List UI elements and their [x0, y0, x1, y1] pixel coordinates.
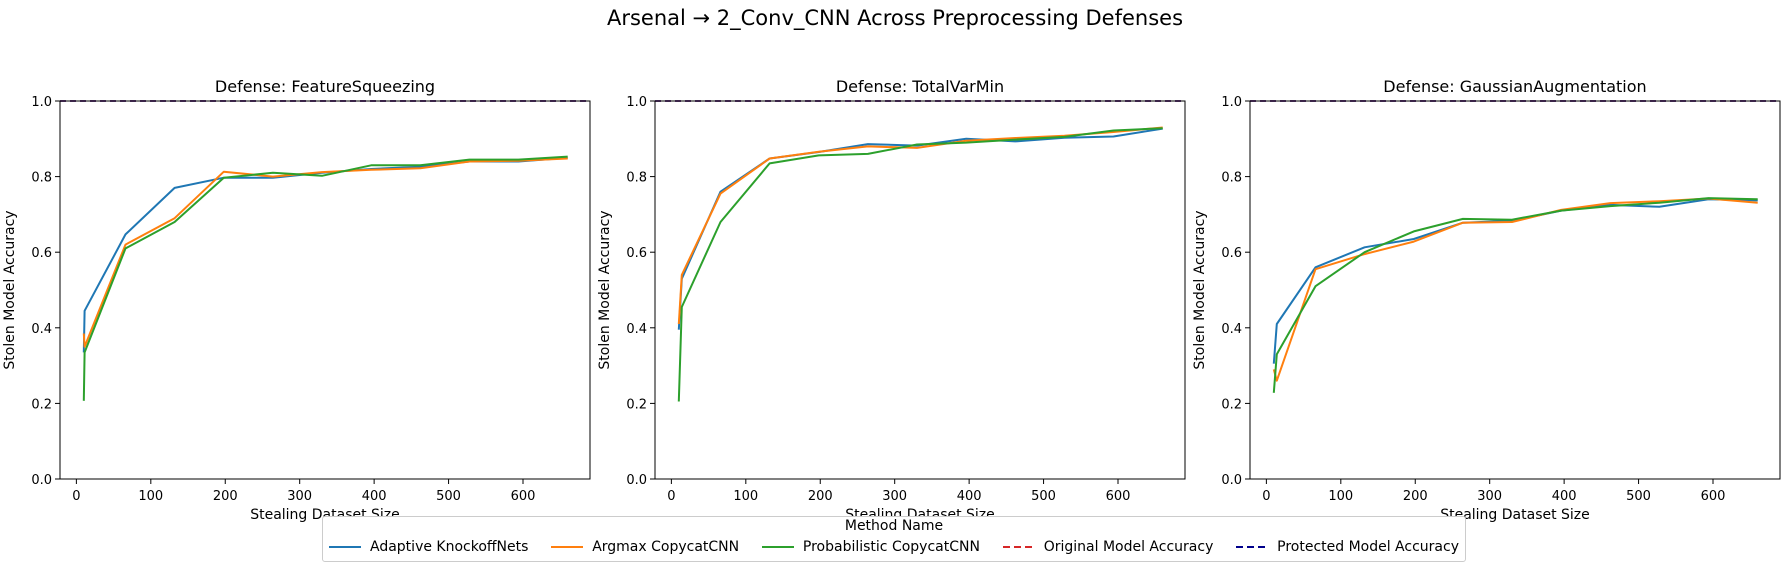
y-axis-label: Stolen Model Accuracy: [1192, 210, 1208, 369]
series-line-probabilistic-copycatcnn: [677, 127, 1163, 402]
y-tick-label: 0.6: [626, 246, 647, 261]
x-tick-label: 400: [957, 489, 982, 504]
y-tick-label: 0.8: [1221, 171, 1242, 186]
legend-items: Adaptive KnockoffNets Argmax CopycatCNN …: [329, 539, 1459, 555]
x-tick-label: 100: [1328, 489, 1353, 504]
legend: Method Name Adaptive KnockoffNets Argmax…: [322, 516, 1466, 562]
legend-swatch-protected-model-accuracy: [1236, 546, 1269, 548]
y-tick-label: 1.0: [626, 95, 647, 110]
x-tick-label: 0: [667, 489, 675, 504]
y-tick-label: 1.0: [31, 95, 52, 110]
series-line-argmax-copycatcnn: [1272, 197, 1758, 382]
series-line-adaptive-knockoffnets: [1272, 198, 1758, 364]
chart-panel-3: Defense: GaussianAugmentation Stealing Da…: [1192, 77, 1781, 523]
chart-title: Defense: TotalVarMin: [836, 77, 1004, 96]
legend-item-adaptive-knockoffnets: Adaptive KnockoffNets: [329, 539, 528, 555]
x-axis-label: Stealing Dataset Size: [1440, 507, 1590, 523]
legend-label: Protected Model Accuracy: [1277, 539, 1459, 555]
x-tick-label: 200: [213, 489, 238, 504]
series-line-probabilistic-copycatcnn: [1272, 197, 1758, 393]
x-tick-label: 200: [808, 489, 833, 504]
y-tick-label: 0.0: [31, 473, 52, 488]
figure-title: Arsenal → 2_Conv_CNN Across Preprocessin…: [606, 6, 1184, 30]
legend-label: Probabilistic CopycatCNN: [802, 539, 980, 555]
legend-swatch-original-model-accuracy: [1002, 546, 1035, 548]
plot-frame: [1249, 100, 1781, 480]
legend-label: Original Model Accuracy: [1043, 539, 1214, 555]
legend-label: Adaptive KnockoffNets: [370, 539, 529, 555]
y-tick-label: 0.6: [31, 246, 52, 261]
y-tick-label: 0.6: [1221, 246, 1242, 261]
y-tick-label: 0.8: [31, 171, 52, 186]
series-line-probabilistic-copycatcnn: [82, 155, 568, 401]
x-tick-label: 500: [436, 489, 461, 504]
x-tick-label: 600: [511, 489, 536, 504]
legend-item-probabilistic-copycatcnn: Probabilistic CopycatCNN: [761, 539, 980, 555]
series-line-adaptive-knockoffnets: [677, 127, 1163, 330]
x-tick-label: 600: [1106, 489, 1131, 504]
series-line-argmax-copycatcnn: [82, 157, 568, 348]
legend-title: Method Name: [844, 518, 944, 534]
y-tick-label: 0.4: [31, 322, 52, 337]
series-line-argmax-copycatcnn: [677, 126, 1163, 325]
y-tick-label: 0.4: [1221, 322, 1242, 337]
legend-swatch-probabilistic-copycatcnn: [761, 546, 794, 548]
x-tick-label: 300: [1477, 489, 1502, 504]
x-tick-label: 600: [1701, 489, 1726, 504]
plot-frame: [59, 100, 591, 480]
legend-label: Argmax CopycatCNN: [592, 539, 740, 555]
x-tick-label: 300: [882, 489, 907, 504]
y-axis-label: Stolen Model Accuracy: [597, 210, 613, 369]
y-axis-label: Stolen Model Accuracy: [2, 210, 18, 369]
x-tick-label: 100: [138, 489, 163, 504]
y-tick-label: 0.2: [626, 397, 647, 412]
legend-swatch-argmax-copycatcnn: [551, 546, 584, 548]
chart-title: Defense: FeatureSqueezing: [215, 77, 435, 96]
series-line-adaptive-knockoffnets: [82, 156, 568, 353]
x-tick-label: 500: [1031, 489, 1056, 504]
x-tick-label: 300: [287, 489, 312, 504]
plot-frame: [654, 100, 1186, 480]
legend-item-argmax-copycatcnn: Argmax CopycatCNN: [551, 539, 739, 555]
y-tick-label: 0.2: [1221, 397, 1242, 412]
y-tick-label: 0.8: [626, 171, 647, 186]
x-tick-label: 200: [1403, 489, 1428, 504]
legend-item-protected-model-accuracy: Protected Model Accuracy: [1236, 539, 1459, 555]
x-tick-label: 400: [362, 489, 387, 504]
chart-title: Defense: GaussianAugmentation: [1383, 77, 1646, 96]
y-tick-label: 1.0: [1221, 95, 1242, 110]
x-tick-label: 0: [72, 489, 80, 504]
y-tick-label: 0.0: [1221, 473, 1242, 488]
x-tick-label: 400: [1552, 489, 1577, 504]
x-tick-label: 100: [733, 489, 758, 504]
legend-swatch-adaptive-knockoffnets: [329, 546, 361, 548]
x-tick-label: 0: [1262, 489, 1270, 504]
y-tick-label: 0.4: [626, 322, 647, 337]
y-tick-label: 0.2: [31, 397, 52, 412]
x-tick-label: 500: [1626, 489, 1651, 504]
y-tick-label: 0.0: [626, 473, 647, 488]
legend-item-original-model-accuracy: Original Model Accuracy: [1002, 539, 1214, 555]
